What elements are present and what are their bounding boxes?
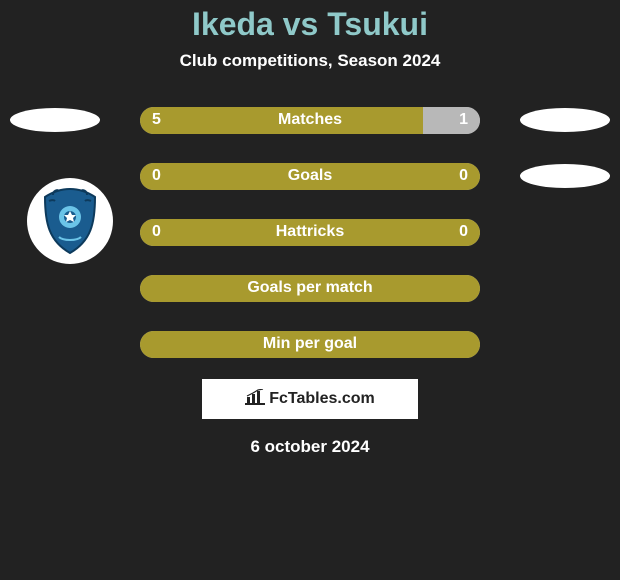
player-placeholder-right bbox=[520, 164, 610, 188]
stat-bar: 51Matches bbox=[140, 107, 480, 134]
stat-label: Matches bbox=[140, 111, 480, 129]
stat-row: Min per goal bbox=[0, 319, 620, 369]
stat-row: 51Matches bbox=[0, 95, 620, 145]
date-label: 6 october 2024 bbox=[0, 437, 620, 457]
player-placeholder-left bbox=[10, 108, 100, 132]
stat-label: Goals per match bbox=[140, 279, 480, 297]
stat-bar: 00Hattricks bbox=[140, 219, 480, 246]
bar-wrap: Min per goal bbox=[110, 331, 510, 358]
team-crest-left bbox=[27, 178, 113, 264]
bar-wrap: 51Matches bbox=[110, 107, 510, 134]
stat-label: Hattricks bbox=[140, 223, 480, 241]
bar-wrap: 00Hattricks bbox=[110, 219, 510, 246]
side-right bbox=[510, 108, 620, 132]
banner-label: FcTables.com bbox=[269, 390, 375, 408]
page-title: Ikeda vs Tsukui bbox=[0, 6, 620, 43]
stat-label: Goals bbox=[140, 167, 480, 185]
source-banner: FcTables.com bbox=[202, 379, 418, 419]
stat-bar: Min per goal bbox=[140, 331, 480, 358]
stat-bar: Goals per match bbox=[140, 275, 480, 302]
stat-label: Min per goal bbox=[140, 335, 480, 353]
chart-icon bbox=[245, 389, 265, 410]
bar-wrap: 00Goals bbox=[110, 163, 510, 190]
subtitle: Club competitions, Season 2024 bbox=[0, 51, 620, 71]
crest-icon bbox=[39, 185, 101, 257]
stat-row: Goals per match bbox=[0, 263, 620, 313]
side-left bbox=[0, 108, 110, 132]
bar-wrap: Goals per match bbox=[110, 275, 510, 302]
side-right bbox=[510, 164, 620, 188]
player-placeholder-right bbox=[520, 108, 610, 132]
stat-bar: 00Goals bbox=[140, 163, 480, 190]
